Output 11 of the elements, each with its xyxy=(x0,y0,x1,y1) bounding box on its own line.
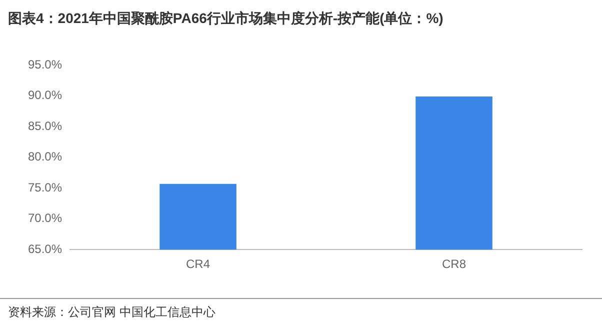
y-tick-label: 90.0% xyxy=(28,88,62,102)
y-tick-label: 75.0% xyxy=(28,180,62,194)
chart-title: 图表4：2021年中国聚酰胺PA66行业市场集中度分析-按产能(单位：%) xyxy=(8,10,444,28)
y-tick-label: 95.0% xyxy=(28,58,62,72)
x-tick-label: CR4 xyxy=(186,257,210,272)
text: 资料来源：公司官网 中国化工信息中心 xyxy=(8,304,216,321)
y-tick-label: 80.0% xyxy=(28,150,62,164)
y-tick-label: 65.0% xyxy=(28,242,62,256)
y-tick-label: 70.0% xyxy=(28,211,62,226)
y-tick-label: 85.0% xyxy=(28,118,62,133)
x-tick-label: CR8 xyxy=(442,257,466,272)
